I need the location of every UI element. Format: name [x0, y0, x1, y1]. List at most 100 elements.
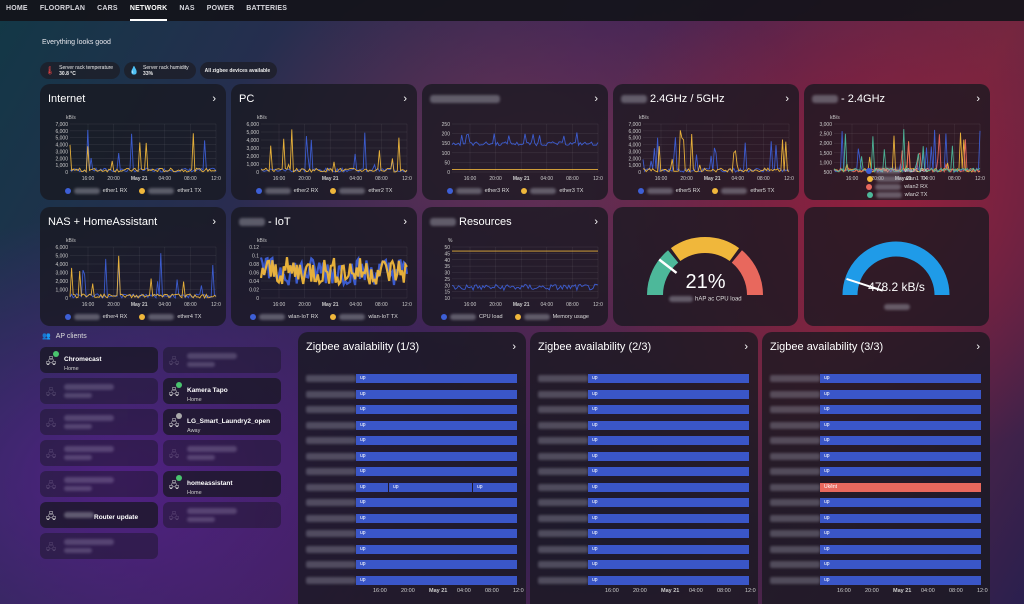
availability-bar[interactable]: up [473, 482, 517, 492]
availability-bar[interactable]: up [356, 389, 517, 399]
legend-item[interactable]: ether2 RX [255, 188, 318, 194]
tab-home[interactable]: HOME [6, 5, 28, 12]
availability-bar[interactable]: up [356, 451, 517, 461]
throughput-gauge-card[interactable]: 478.2 kB/s [804, 207, 989, 326]
availability-bar[interactable]: up [820, 420, 981, 430]
availability-bar[interactable]: up [588, 482, 749, 492]
availability-bar[interactable]: up [356, 498, 517, 507]
availability-bar[interactable]: up [588, 575, 749, 585]
network-chart-card[interactable]: - 2.4GHz › kB/s 3,000 2,500 2,000 1,500 1,000 50… [804, 84, 990, 200]
availability-bar[interactable]: up [820, 560, 981, 569]
availability-bar[interactable]: up [356, 513, 517, 523]
ap-client-item[interactable]: 🖧 [163, 440, 281, 466]
availability-bar[interactable]: up [588, 374, 749, 383]
availability-bar[interactable]: up [820, 529, 981, 538]
availability-bar[interactable]: up [356, 560, 517, 569]
tab-floorplan[interactable]: FLOORPLAN [39, 5, 86, 12]
availability-bar[interactable]: up [356, 482, 388, 492]
chevron-right-icon[interactable]: › [594, 93, 598, 105]
network-chart-card[interactable]: PC › kB/s 6,000 5,000 4,000 3,000 2,000 1,000 0 16… [231, 84, 417, 200]
legend-item[interactable]: wlan-IoT TX [330, 314, 398, 320]
availability-bar[interactable]: up [588, 529, 749, 538]
humidity-chip[interactable]: 💧 Server rack humidity 33% [124, 62, 196, 79]
chevron-right-icon[interactable]: › [212, 93, 216, 105]
tab-batteries[interactable]: BATTERIES [246, 5, 288, 12]
legend-item[interactable]: ether1 RX [64, 188, 127, 194]
availability-bar[interactable]: up [588, 436, 749, 445]
availability-bar[interactable]: up [820, 513, 981, 523]
availability-bar[interactable]: up [588, 498, 749, 507]
availability-bar[interactable]: up [356, 544, 517, 554]
ap-client-item[interactable]: 🖧 [40, 409, 158, 435]
chevron-right-icon[interactable]: › [212, 216, 216, 228]
availability-bar[interactable]: up [820, 405, 981, 414]
legend-item[interactable]: wlan2 RX [866, 184, 928, 190]
cpu-gauge-card[interactable]: 21% hAP ac CPU load [613, 207, 798, 326]
availability-bar[interactable]: up [588, 405, 749, 414]
chevron-right-icon[interactable]: › [744, 341, 748, 353]
chevron-right-icon[interactable]: › [785, 93, 789, 105]
legend-item[interactable]: wlan1 RX [866, 168, 928, 174]
ap-client-item[interactable]: 🖧 LG_Smart_Laundry2_open Away [163, 409, 281, 435]
chevron-right-icon[interactable]: › [512, 341, 516, 353]
tab-power[interactable]: POWER [206, 5, 235, 12]
availability-bar[interactable]: up [356, 575, 517, 585]
availability-bar[interactable]: up [588, 560, 749, 569]
chevron-right-icon[interactable]: › [976, 93, 980, 105]
network-chart-card[interactable]: Resources ›% 50 45 40 35 30 25 20 15 10 16:00 20:00 M… [422, 207, 608, 326]
availability-bar[interactable]: up [389, 482, 472, 492]
availability-bar[interactable]: up [588, 544, 749, 554]
ap-client-item[interactable]: 🖧 Kamera Tapo Home [163, 378, 281, 404]
availability-bar[interactable]: up [588, 389, 749, 399]
ap-client-item[interactable]: 🖧 Chromecast Home [40, 347, 158, 373]
tab-nas[interactable]: NAS [179, 5, 195, 12]
ap-client-item[interactable]: 🖧 [163, 347, 281, 373]
availability-bar[interactable]: up [820, 374, 981, 383]
tab-cars[interactable]: CARS [97, 5, 118, 12]
legend-item[interactable]: wlan2 TX [866, 192, 927, 198]
network-chart-card[interactable]: › 250 200 150 100 50 0 16:00 20:00 May 21 04:00 08:… [422, 84, 608, 200]
zigbee-availability-card[interactable]: Zigbee availability (3/3) › up up up up up up up… [762, 332, 990, 604]
temperature-chip[interactable]: 🌡 Server rack temperature 30.8 °C [40, 62, 121, 79]
legend-item[interactable]: ether3 TX [521, 188, 583, 194]
availability-bar[interactable]: up [356, 436, 517, 445]
ap-client-item[interactable]: 🖧 homeassistant Home [163, 471, 281, 497]
availability-bar[interactable]: up [356, 374, 517, 383]
chevron-right-icon[interactable]: › [594, 216, 598, 228]
tab-network[interactable]: NETWORK [129, 0, 168, 21]
availability-bar[interactable]: up [820, 498, 981, 507]
availability-bar[interactable]: up [356, 467, 517, 476]
availability-bar[interactable]: up [356, 529, 517, 538]
ap-client-item[interactable]: 🖧 [40, 378, 158, 404]
availability-bar[interactable]: up [820, 544, 981, 554]
legend-item[interactable]: wlan1 TX [866, 176, 927, 182]
availability-bar[interactable]: up [356, 420, 517, 430]
ap-client-item[interactable]: 🖧 [163, 502, 281, 528]
availability-bar[interactable]: up [356, 405, 517, 414]
zigbee-availability-card[interactable]: Zigbee availability (1/3) › up up up up up up up… [298, 332, 526, 604]
legend-item[interactable]: Memory usage [514, 314, 589, 320]
chevron-right-icon[interactable]: › [403, 93, 407, 105]
availability-bar[interactable]: up [820, 389, 981, 399]
legend-item[interactable]: ether4 TX [139, 314, 201, 320]
availability-bar[interactable]: up [588, 513, 749, 523]
legend-item[interactable]: ether5 RX [637, 188, 700, 194]
ap-client-item[interactable]: 🖧 [40, 471, 158, 497]
zigbee-availability-card[interactable]: Zigbee availability (2/3) › up up up up up up up… [530, 332, 758, 604]
network-chart-card[interactable]: Internet › kB/s 7,000 6,000 5,000 4,000 3,000 2,… [40, 84, 226, 200]
network-chart-card[interactable]: 2.4GHz / 5GHz › kB/s 7,000 6,000 5,000 4,000 3,… [613, 84, 799, 200]
network-chart-card[interactable]: NAS + HomeAssistant › kB/s 6,000 5,000 4,000 3… [40, 207, 226, 326]
availability-bar[interactable]: up [820, 467, 981, 476]
chevron-right-icon[interactable]: › [976, 341, 980, 353]
chevron-right-icon[interactable]: › [403, 216, 407, 228]
legend-item[interactable]: ether5 TX [712, 188, 774, 194]
availability-bar[interactable]: up [588, 451, 749, 461]
legend-item[interactable]: ether1 TX [139, 188, 201, 194]
ap-client-item[interactable]: 🖧 Router update [40, 502, 158, 528]
legend-item[interactable]: ether3 RX [446, 188, 509, 194]
legend-item[interactable]: ether4 RX [64, 314, 127, 320]
availability-bar[interactable]: up [820, 436, 981, 445]
legend-item[interactable]: ether2 TX [330, 188, 392, 194]
availability-bar[interactable]: up [588, 467, 749, 476]
legend-item[interactable]: wlan-IoT RX [250, 314, 318, 320]
